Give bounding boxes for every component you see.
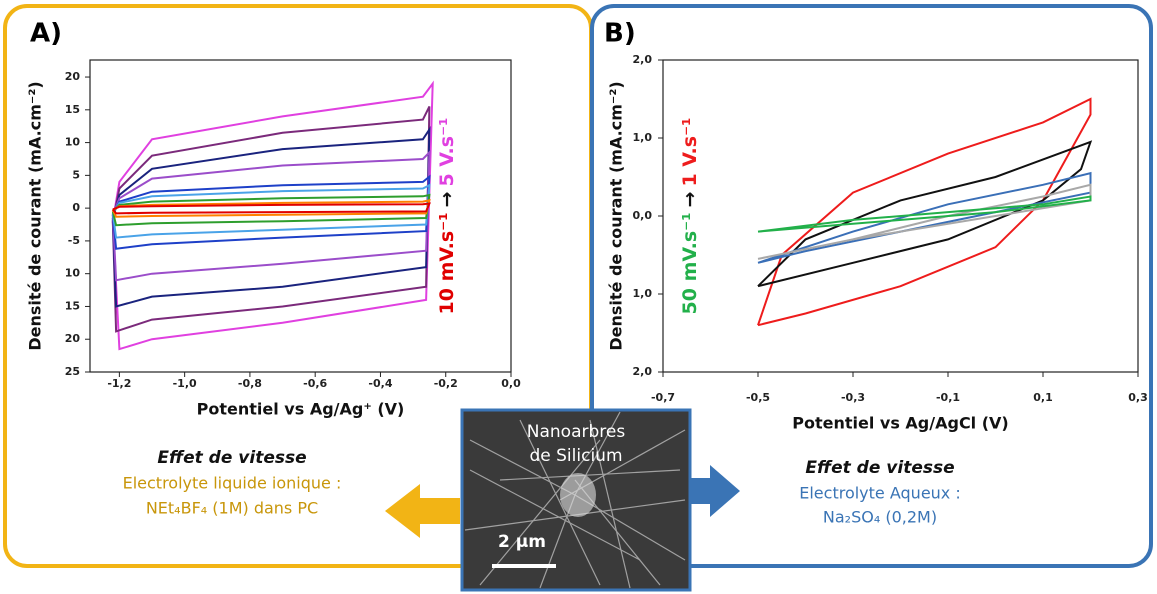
- cv-curve: [111, 80, 434, 351]
- x-axis-label: Potentiel vs Ag/AgCl (V): [792, 414, 1009, 433]
- cv-curve: [111, 193, 431, 227]
- x-tick-label: -0,4: [368, 377, 392, 390]
- y-tick-label: 15: [65, 103, 80, 116]
- cv-curve: [111, 106, 431, 333]
- x-tick-label: -0,7: [651, 391, 675, 404]
- scale-label: 2 µm: [498, 532, 546, 552]
- tree-core: [560, 473, 596, 517]
- y-tick-label: 1,0: [633, 287, 653, 300]
- y-tick-label: 20: [65, 70, 81, 83]
- plot-frame: [89, 59, 512, 373]
- cv-curve: [111, 183, 431, 239]
- cv-curve: [112, 202, 431, 215]
- y-tick-label: 10: [65, 267, 81, 280]
- x-tick-label: -1,0: [173, 377, 197, 390]
- y-tick-label: 15: [65, 299, 80, 312]
- x-tick-label: -0,8: [238, 377, 262, 390]
- panel-b-frame: [590, 4, 1153, 568]
- caption-electrolyte: Electrolyte liquide ionique :: [123, 474, 342, 493]
- y-tick-label: 20: [65, 332, 81, 345]
- rate-arrow: →: [436, 192, 458, 208]
- x-tick-label: -0,3: [841, 391, 865, 404]
- cv-curve: [757, 183, 1092, 260]
- x-tick-label: 0,3: [1128, 391, 1148, 404]
- cv-curve: [111, 149, 431, 282]
- y-tick-label: 0: [72, 201, 80, 214]
- y-tick-label: 5: [72, 168, 80, 181]
- x-axis-label: Potentiel vs Ag/Ag⁺ (V): [197, 400, 405, 419]
- y-tick-label: 10: [65, 136, 81, 149]
- rate-arrow: →: [679, 192, 701, 208]
- caption-electrolyte: Electrolyte Aqueux :: [799, 484, 961, 503]
- panel-label: B): [604, 19, 636, 49]
- y-tick-label: -5: [68, 234, 80, 247]
- x-tick-label: -0,2: [434, 377, 458, 390]
- rate-to: 1 V.s⁻¹: [679, 118, 701, 187]
- caption-effect: Effet de vitesse: [805, 458, 954, 478]
- x-tick-label: -1,2: [107, 377, 131, 390]
- rate-to: 5 V.s⁻¹: [436, 118, 458, 187]
- image-title: Nanoarbres: [527, 422, 626, 442]
- y-tick-label: 2,0: [633, 53, 653, 66]
- rate-from: 10 mV.s⁻¹: [436, 212, 458, 314]
- image-title: de Silicium: [529, 446, 622, 466]
- cv-curve: [111, 199, 431, 218]
- caption-composition: NEt₄BF₄ (1M) dans PC: [146, 499, 318, 518]
- x-tick-label: -0,1: [936, 391, 960, 404]
- cv-curve: [757, 171, 1092, 264]
- y-tick-label: 1,0: [633, 131, 653, 144]
- sem-image: [460, 408, 692, 592]
- x-tick-label: -0,6: [303, 377, 327, 390]
- x-tick-label: 0,0: [501, 377, 521, 390]
- panel-label: A): [30, 19, 62, 49]
- y-axis-label: Densité de courant (mA.cm⁻²): [26, 81, 45, 350]
- y-tick-label: 25: [65, 365, 80, 378]
- caption-composition: Na₂SO₄ (0,2M): [823, 508, 937, 527]
- x-tick-label: 0,1: [1033, 391, 1053, 404]
- y-axis-label: Densité de courant (mA.cm⁻²): [607, 81, 626, 350]
- rate-annotation: 50 mV.s⁻¹ → 1 V.s⁻¹: [679, 118, 701, 315]
- cv-curve: [757, 97, 1092, 327]
- caption-effect: Effet de vitesse: [157, 448, 306, 468]
- cv-curve: [111, 126, 431, 308]
- x-tick-label: -0,5: [746, 391, 770, 404]
- cv-curve: [111, 174, 431, 250]
- y-tick-label: 0,0: [633, 209, 653, 222]
- rate-annotation: 10 mV.s⁻¹ → 5 V.s⁻¹: [436, 118, 458, 315]
- cv-curve: [757, 195, 1092, 233]
- arrow-left: [385, 484, 460, 538]
- y-tick-label: 2,0: [633, 365, 653, 378]
- arrow-right: [690, 465, 740, 517]
- rate-from: 50 mV.s⁻¹: [679, 212, 701, 314]
